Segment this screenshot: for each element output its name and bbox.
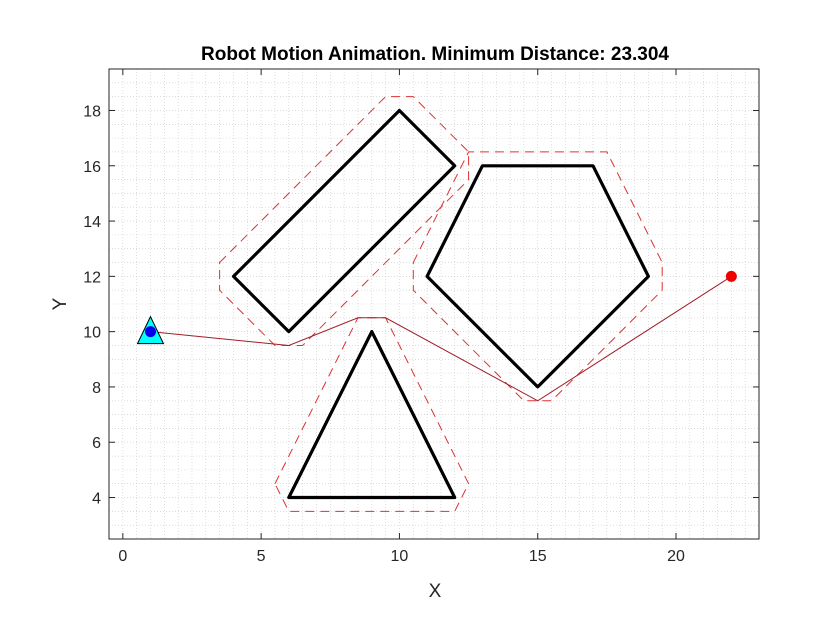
x-axis-label: X — [429, 581, 442, 602]
y-tick-label: 18 — [83, 103, 101, 120]
robot-path-layer — [150, 275, 732, 402]
y-tick-label: 6 — [92, 435, 101, 452]
start-point — [144, 326, 156, 338]
y-axis-label: Y — [50, 297, 71, 310]
y-tick-label: 12 — [83, 269, 101, 286]
x-tick-label: 20 — [667, 548, 685, 565]
x-tick-label: 10 — [391, 548, 409, 565]
y-tick-label: 8 — [92, 380, 101, 397]
markers — [136, 270, 737, 345]
y-tick-label: 10 — [83, 325, 101, 342]
y-tick-label: 16 — [83, 159, 101, 176]
minor-grid — [108, 68, 760, 540]
obstacle-triangle — [287, 330, 457, 500]
y-axis-ticks: 4 6 8 10 12 14 16 18 — [83, 103, 759, 508]
obstacle-pentagon — [425, 164, 651, 389]
y-tick-label: 14 — [83, 214, 101, 231]
axes-box — [108, 68, 760, 540]
goal-point — [725, 270, 737, 282]
x-axis-ticks: 0 5 10 15 20 — [118, 69, 685, 565]
x-tick-label: 5 — [257, 548, 266, 565]
chart-title: Robot Motion Animation. Minimum Distance… — [201, 44, 669, 65]
y-tick-label: 4 — [92, 491, 101, 508]
robot-path — [150, 275, 732, 402]
inflated-boundary-2 — [412, 151, 663, 402]
x-tick-label: 15 — [529, 548, 547, 565]
obstacle-rectangle — [231, 108, 457, 334]
obstacles — [231, 108, 651, 500]
x-tick-label: 0 — [118, 548, 127, 565]
inflated-boundary-1 — [219, 96, 470, 346]
